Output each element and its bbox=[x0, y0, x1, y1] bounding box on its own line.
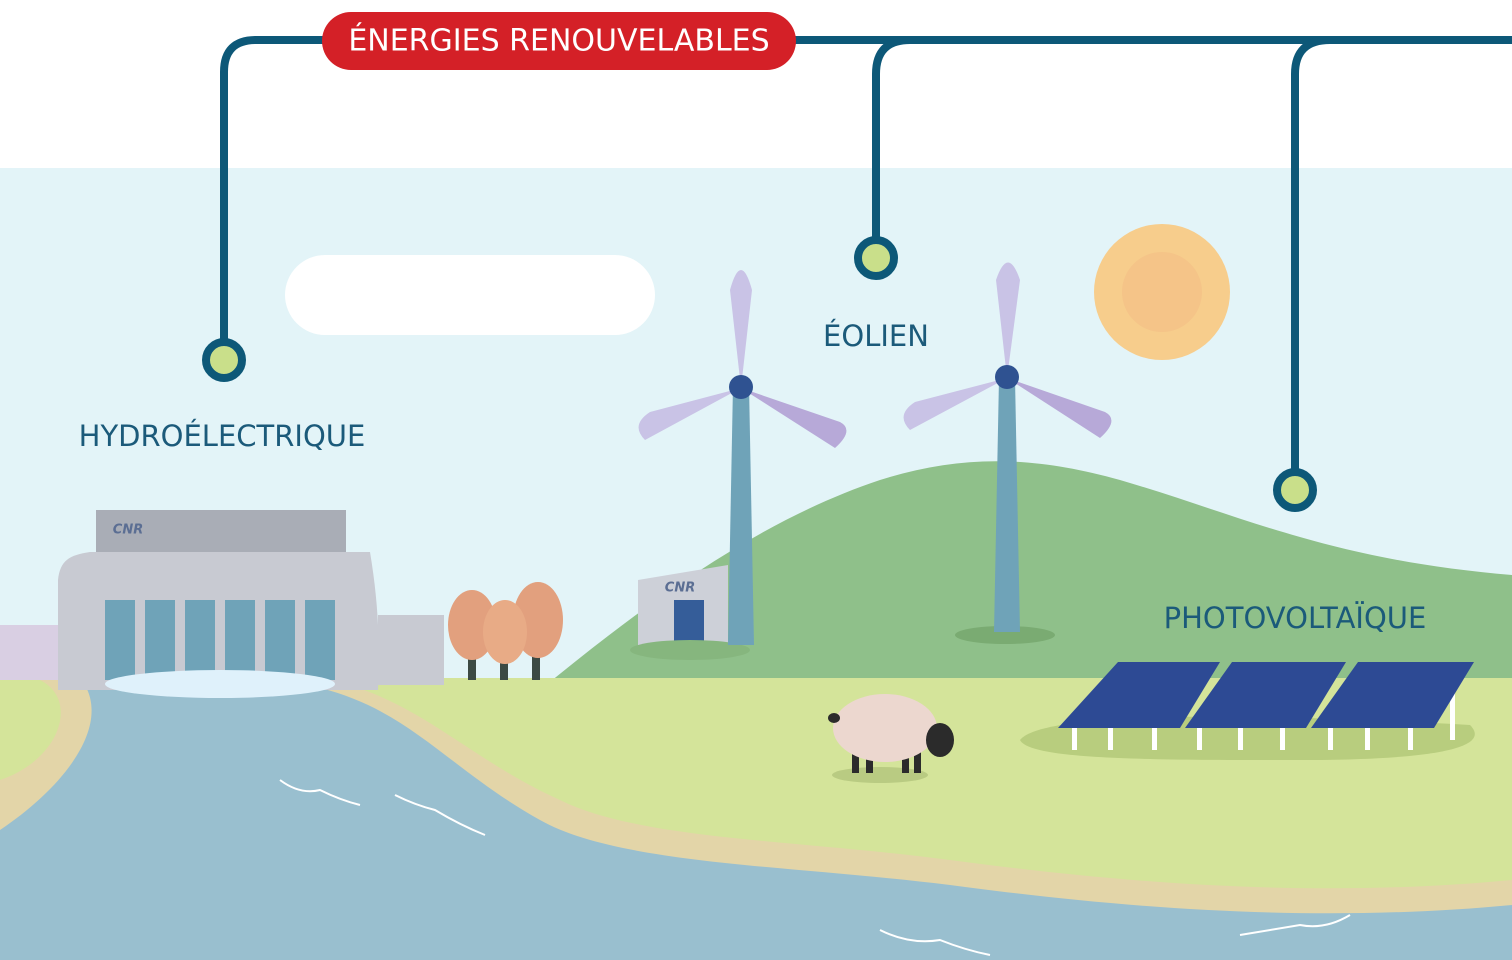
hotspot-label[interactable]: HYDROÉLECTRIQUE bbox=[79, 419, 366, 453]
page: CNR CNR bbox=[0, 0, 1512, 960]
foam bbox=[105, 670, 335, 698]
cloud bbox=[285, 255, 655, 335]
hotspot-label[interactable]: ÉOLIEN bbox=[823, 319, 929, 353]
title: ÉNERGIES RENOUVELABLES bbox=[348, 23, 769, 59]
plant-wing bbox=[378, 615, 444, 685]
hotspot[interactable] bbox=[206, 342, 242, 378]
illustration: CNR CNR bbox=[0, 0, 1512, 960]
hotspot-label[interactable]: PHOTOVOLTAÏQUE bbox=[1164, 601, 1427, 635]
logo: CNR bbox=[665, 581, 695, 596]
annex bbox=[0, 625, 60, 680]
hotspot[interactable] bbox=[1277, 472, 1313, 508]
hotspot[interactable] bbox=[858, 240, 894, 276]
sun-core bbox=[1122, 252, 1202, 332]
logo: CNR bbox=[113, 523, 143, 538]
door bbox=[674, 600, 704, 642]
